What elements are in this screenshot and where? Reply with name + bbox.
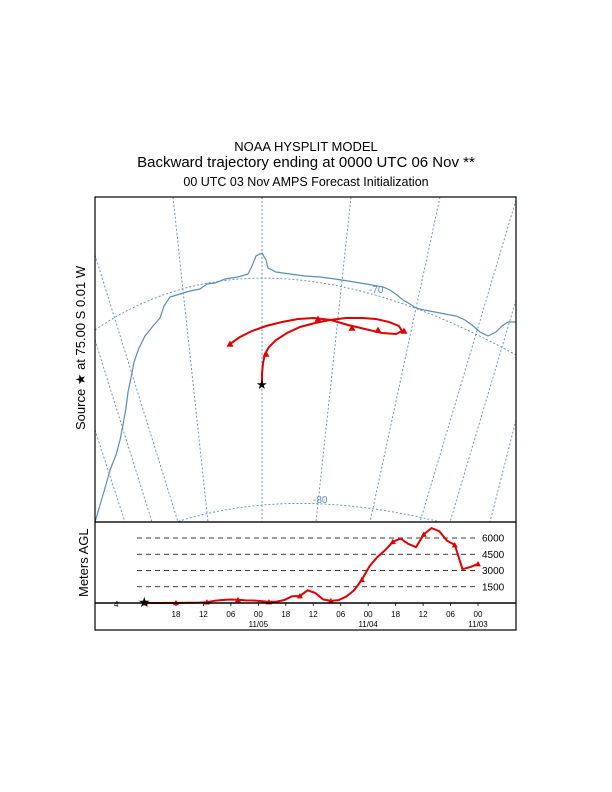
trajectory-marker-icon [374,326,382,333]
time-tick-label: 06 [336,610,345,619]
date-labels: 11/05 11/04 11/03 [249,620,489,629]
height-level-label: 6000 [482,534,505,545]
date-label: 11/04 [358,620,378,629]
height-level-label: 1500 [482,582,505,593]
height-marker-icon [389,538,396,545]
height-marker-icon [327,597,334,604]
trajectory-marker-icon [400,327,408,334]
lat-lon-grid [95,197,516,522]
height-profile-panel: 6000 4500 3000 1500 18 12 06 00 18 12 06 00 18 12 06 0… [114,526,505,629]
profile-frame-border [94,521,517,631]
height-profile-line [145,526,479,604]
height-marker-icon [234,596,241,603]
model-title: NOAA HYSPLIT MODEL [234,139,378,154]
time-tick-label: 06 [446,610,455,619]
time-tick-label: 00 [364,610,373,619]
left-tick-label: 4 [114,600,119,609]
time-tick-label: 06 [226,610,235,619]
time-tick-label: 00 [254,610,263,619]
map-panel: -70 -80 ★ [95,197,516,522]
meridian-line [419,199,516,522]
meridian-line [95,254,179,522]
time-tick-label: 12 [309,610,318,619]
profile-ylabel: Meters AGL [76,528,91,597]
meridian-line [95,429,126,522]
height-profile-markers [142,531,481,606]
height-marker-icon [420,531,427,537]
source-location-label: Source ★ at 75.00 S 0.01 W [73,265,88,430]
trajectory-title: Backward trajectory ending at 0000 UTC 0… [137,154,475,171]
meridian-line [449,299,516,522]
meridian-line [172,197,209,522]
coastline [95,252,516,522]
map-frame-border [94,196,517,523]
source-star-icon: ★ [138,594,151,610]
height-level-label: 3000 [482,566,505,577]
time-tick-label: 00 [474,610,483,619]
date-label: 11/05 [249,620,269,629]
height-level-label: 4500 [482,550,505,561]
time-axis-ticks: 18 12 06 00 18 12 06 00 18 12 06 00 [172,603,483,619]
time-tick-label: 12 [419,610,428,619]
height-marker-icon [475,560,481,567]
height-reference-lines: 6000 4500 3000 1500 [137,534,505,593]
height-marker-icon [358,576,365,583]
time-tick-label: 18 [281,610,290,619]
trajectory-markers [226,315,408,357]
meridian-line [489,419,516,522]
height-marker-icon [296,593,303,599]
time-tick-label: 12 [199,610,208,619]
date-label: 11/03 [468,620,488,629]
meridian-line [315,197,352,522]
trajectory-marker-icon [314,315,322,322]
trajectory-marker-icon [226,340,234,347]
trajectory-path [229,316,404,384]
trajectory-marker-icon [262,350,270,357]
latitude-circle-70 [95,277,516,356]
height-marker-icon [451,541,458,548]
latitude-label-70: -70 [369,285,384,296]
time-tick-label: 18 [391,610,400,619]
initialization-subtitle: 00 UTC 03 Nov AMPS Forecast Initializati… [183,175,429,189]
meridian-line [369,197,441,522]
trajectory-marker-icon [348,324,356,331]
latitude-label-80: -80 [313,495,328,506]
source-star-icon: ★ [256,377,268,392]
time-tick-label: 18 [172,610,181,619]
